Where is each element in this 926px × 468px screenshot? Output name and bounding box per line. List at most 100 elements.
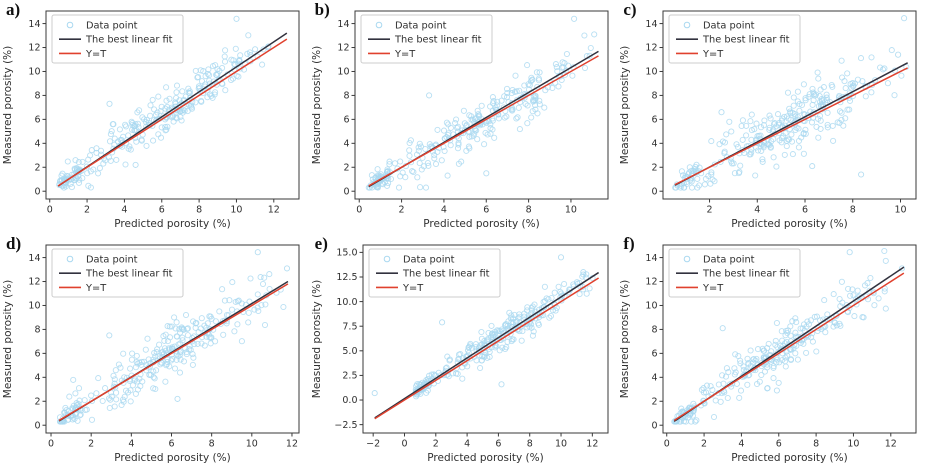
svg-text:0: 0 <box>34 186 40 197</box>
svg-text:2: 2 <box>432 439 438 450</box>
legend-item-label: The best linear fit <box>85 35 173 46</box>
legend: Data point The best linear fit Y=T <box>51 14 184 64</box>
svg-text:−2.5: −2.5 <box>334 420 357 431</box>
legend-item-label: The best linear fit <box>394 35 482 46</box>
svg-text:6: 6 <box>483 205 489 216</box>
legend-item-label: Y=T <box>702 49 724 60</box>
legend-item-label: Data point <box>86 21 138 32</box>
best-fit-line <box>373 271 599 419</box>
legend-item-label: Data point <box>703 21 755 32</box>
svg-text:6: 6 <box>159 205 165 216</box>
svg-text:10: 10 <box>337 67 349 78</box>
svg-text:10: 10 <box>646 301 658 312</box>
svg-text:10: 10 <box>848 439 860 450</box>
svg-text:8: 8 <box>343 91 349 102</box>
svg-text:4: 4 <box>652 373 658 384</box>
svg-text:6: 6 <box>34 115 40 126</box>
legend-item-label: The best linear fit <box>702 35 790 46</box>
x-axis-ticks: 2 4 6 8 10 <box>707 199 907 216</box>
svg-text:2: 2 <box>652 162 658 173</box>
subplot-cell-e: e) −2 0 2 4 6 8 10 12 −2.5 0.0 2.5 5.0 7.5 10.0 12.5 15… <box>308 234 618 468</box>
svg-text:10.0: 10.0 <box>336 297 357 308</box>
axes-spines <box>354 10 609 200</box>
svg-text:6: 6 <box>343 115 349 126</box>
y-axis-ticks: −2.5 0.0 2.5 5.0 7.5 10.0 12.5 15.0 <box>334 248 363 431</box>
legend-item-label: Data point <box>403 255 455 266</box>
svg-text:14: 14 <box>28 19 40 30</box>
legend: Data point The best linear fit Y=T <box>360 14 493 64</box>
svg-text:6: 6 <box>652 115 658 126</box>
legend-item-label: The best linear fit <box>402 269 490 280</box>
svg-text:6: 6 <box>802 205 808 216</box>
svg-text:2: 2 <box>343 162 349 173</box>
x-axis-ticks: 0 2 4 6 8 10 <box>356 199 577 216</box>
x-axis-label: Predicted porosity (%) <box>427 452 543 464</box>
svg-text:8: 8 <box>34 91 40 102</box>
identity-line <box>674 67 909 186</box>
x-axis-label: Predicted porosity (%) <box>423 218 539 230</box>
x-axis-label: Predicted porosity (%) <box>114 452 230 464</box>
legend-marker-icon <box>684 21 691 29</box>
svg-text:8: 8 <box>34 325 40 336</box>
legend: Data point The best linear fit Y=T <box>51 248 184 298</box>
svg-text:6: 6 <box>652 349 658 360</box>
svg-text:7.5: 7.5 <box>342 321 357 332</box>
panel-label-b: b) <box>314 0 330 19</box>
svg-text:10: 10 <box>28 67 40 78</box>
svg-text:4: 4 <box>128 439 134 450</box>
svg-text:2: 2 <box>652 396 658 407</box>
svg-text:12: 12 <box>28 277 40 288</box>
svg-text:14: 14 <box>646 19 658 30</box>
y-axis-label: Measured porosity (%) <box>311 280 323 398</box>
svg-text:4: 4 <box>34 139 40 150</box>
svg-text:0: 0 <box>664 439 670 450</box>
identity-line <box>674 272 905 422</box>
svg-text:0: 0 <box>652 420 658 431</box>
svg-text:0.0: 0.0 <box>342 395 357 406</box>
axes-spines <box>362 244 609 434</box>
subplot-cell-b: b) 0 2 4 6 8 10 0 2 4 6 8 10 12 14 Predicted porosity … <box>308 0 618 234</box>
legend-item-label: The best linear fit <box>85 269 173 280</box>
legend: Data point The best linear fit Y=T <box>668 248 801 298</box>
svg-text:4: 4 <box>652 139 658 150</box>
identity-line <box>58 283 289 422</box>
svg-text:5.0: 5.0 <box>342 346 357 357</box>
svg-text:10: 10 <box>895 205 907 216</box>
svg-text:12: 12 <box>646 43 658 54</box>
svg-text:14: 14 <box>28 253 40 264</box>
axes-spines <box>662 244 917 434</box>
legend-item-label: Data point <box>395 21 447 32</box>
svg-text:−2: −2 <box>366 439 380 450</box>
legend-item-label: Data point <box>86 255 138 266</box>
svg-text:2: 2 <box>34 396 40 407</box>
scatter-points <box>56 249 291 425</box>
svg-text:14: 14 <box>646 253 658 264</box>
legend-item-label: Y=T <box>702 283 724 294</box>
y-axis-label: Measured porosity (%) <box>2 46 14 164</box>
svg-text:8: 8 <box>525 205 531 216</box>
subplot-e-plot: −2 0 2 4 6 8 10 12 −2.5 0.0 2.5 5.0 7.5 10.0 12.5 15.0 P… <box>308 234 617 468</box>
svg-text:12: 12 <box>337 43 349 54</box>
svg-text:12: 12 <box>28 43 40 54</box>
svg-text:12: 12 <box>586 439 598 450</box>
panel-label-d: d) <box>6 234 22 253</box>
svg-text:4: 4 <box>441 205 447 216</box>
panel-label-c: c) <box>623 0 637 19</box>
y-axis-ticks: 0 2 4 6 8 10 12 14 <box>28 19 46 197</box>
y-axis-label: Measured porosity (%) <box>311 46 323 164</box>
svg-text:2: 2 <box>707 205 713 216</box>
svg-text:8: 8 <box>652 91 658 102</box>
svg-text:12: 12 <box>646 277 658 288</box>
panel-label-f: f) <box>623 234 635 253</box>
svg-text:4: 4 <box>121 205 127 216</box>
y-axis-ticks: 0 2 4 6 8 10 12 14 <box>646 19 664 197</box>
svg-text:6: 6 <box>495 439 501 450</box>
legend-marker-icon <box>375 21 382 29</box>
legend-marker-icon <box>66 21 74 29</box>
subplot-cell-c: c) 2 4 6 8 10 0 2 4 6 8 10 12 14 Predicted porosity (… <box>617 0 926 234</box>
subplot-b-plot: 0 2 4 6 8 10 0 2 4 6 8 10 12 14 Predicted porosity (%)… <box>308 0 617 234</box>
legend-item-label: Y=T <box>85 283 107 294</box>
svg-text:6: 6 <box>34 349 40 360</box>
x-axis-ticks: 0 2 4 6 8 10 12 <box>47 199 280 216</box>
